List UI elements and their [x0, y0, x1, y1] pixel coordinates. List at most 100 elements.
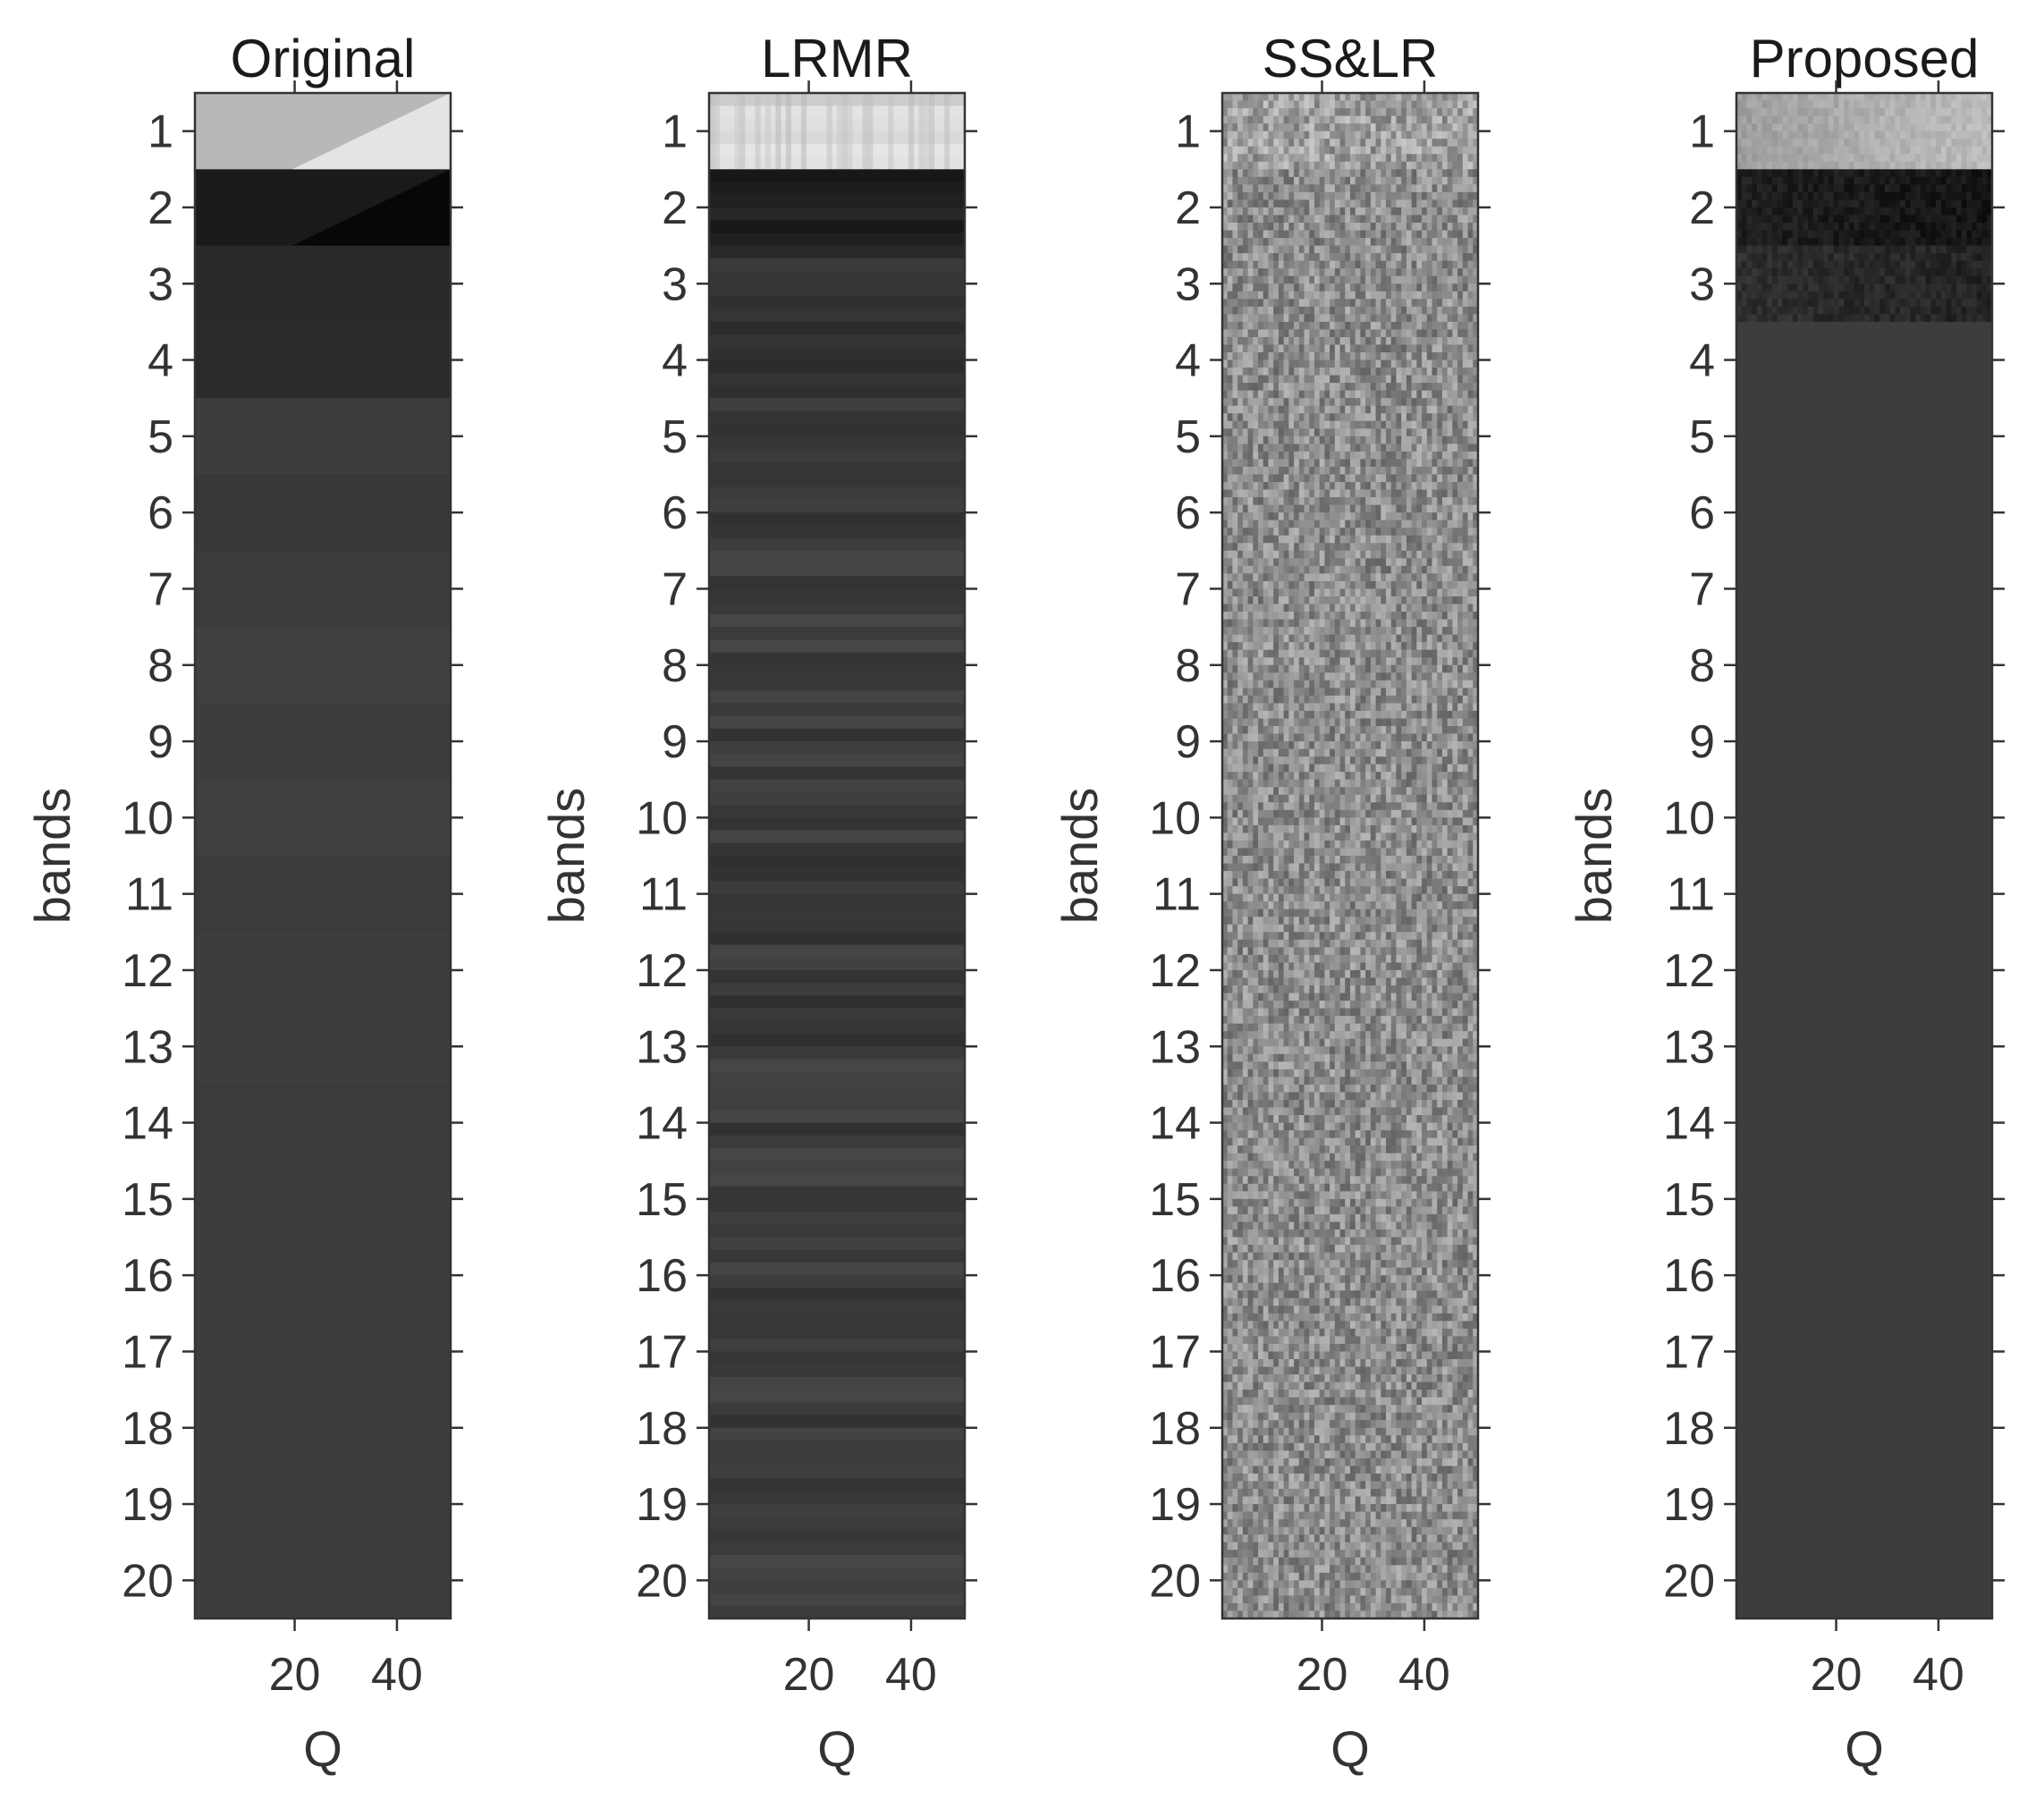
pixel — [1313, 596, 1321, 604]
pixel — [1298, 528, 1305, 537]
pixel — [1304, 573, 1310, 582]
pixel — [1227, 741, 1233, 749]
pixel — [1406, 191, 1413, 200]
pixel — [1222, 802, 1229, 811]
pixel — [1401, 604, 1407, 613]
pixel — [1365, 451, 1372, 460]
pixel — [1334, 93, 1340, 101]
pixel — [1406, 703, 1413, 712]
pixel — [1473, 543, 1479, 552]
pixel — [1294, 352, 1300, 360]
pixel — [1339, 748, 1346, 757]
pixel — [1227, 451, 1233, 460]
pixel — [1375, 336, 1381, 345]
pixel — [1330, 756, 1336, 765]
pixel — [1247, 428, 1254, 437]
pixel — [1222, 375, 1229, 384]
pixel — [1422, 596, 1428, 604]
pixel — [1278, 268, 1285, 277]
pixel — [1242, 619, 1248, 628]
pixel — [1222, 695, 1229, 704]
pixel — [1426, 344, 1432, 353]
pixel — [1294, 459, 1300, 468]
pixel — [1365, 383, 1372, 392]
pixel — [1386, 314, 1392, 323]
pixel — [1467, 543, 1474, 552]
band-stripe — [709, 512, 965, 526]
pixel — [1288, 772, 1295, 781]
pixel — [1330, 207, 1336, 215]
band-stripe — [709, 1249, 965, 1263]
pixel — [1345, 215, 1351, 224]
pixel — [1457, 306, 1464, 315]
pixel — [1304, 375, 1310, 384]
pixel — [1462, 413, 1468, 422]
pixel — [1432, 253, 1438, 262]
pixel — [1411, 275, 1417, 284]
pixel — [1355, 275, 1361, 284]
pixel — [1370, 604, 1376, 613]
pixel — [1386, 794, 1392, 803]
pixel — [1462, 634, 1468, 643]
pixel — [1247, 619, 1254, 628]
pixel — [1268, 352, 1274, 360]
pixel — [1339, 733, 1346, 742]
pixel — [1473, 215, 1479, 224]
pixel — [1237, 497, 1244, 506]
pixel — [1309, 93, 1315, 101]
pixel — [1406, 275, 1413, 284]
pixel — [1473, 596, 1479, 604]
pixel — [1437, 466, 1443, 475]
pixel — [1253, 169, 1259, 178]
pixel — [1258, 794, 1264, 803]
pixel — [1263, 100, 1269, 109]
pixel — [1381, 703, 1387, 712]
pixel — [1339, 657, 1346, 666]
pixel — [1237, 649, 1244, 658]
pixel — [1441, 207, 1449, 215]
pixel — [1452, 764, 1458, 773]
pixel — [1457, 100, 1464, 109]
pixel — [1462, 772, 1468, 781]
pixel — [1294, 223, 1300, 231]
pixel — [1278, 497, 1285, 506]
pixel — [1345, 368, 1351, 376]
pixel — [1386, 260, 1392, 269]
pixel — [1375, 588, 1381, 597]
pixel — [1462, 649, 1468, 658]
pixel — [1319, 535, 1325, 544]
pixel — [1339, 550, 1346, 559]
pixel — [1350, 466, 1356, 475]
pixel — [1324, 543, 1330, 552]
pixel — [1473, 710, 1479, 719]
pixel — [1360, 535, 1366, 544]
pixel — [1330, 390, 1336, 399]
pixel — [1406, 543, 1413, 552]
pixel — [1406, 459, 1413, 468]
pixel — [1345, 664, 1351, 673]
pixel — [1334, 123, 1340, 132]
pixel — [1227, 207, 1233, 215]
pixel — [1467, 336, 1474, 345]
pixel — [1237, 558, 1244, 567]
pixel — [1350, 161, 1356, 170]
pixel — [1375, 535, 1381, 544]
pixel — [1401, 627, 1407, 636]
pixel — [1237, 642, 1244, 651]
pixel — [1263, 642, 1269, 651]
pixel — [1253, 733, 1259, 742]
pixel — [1324, 390, 1330, 399]
pixel — [1313, 306, 1321, 315]
pixel — [1375, 291, 1381, 300]
pixel — [1304, 291, 1310, 300]
pixel — [1426, 619, 1432, 628]
pixel — [1237, 756, 1244, 765]
pixel — [1375, 528, 1381, 537]
pixel — [1237, 223, 1244, 231]
pixel — [1396, 573, 1402, 582]
pixel — [1432, 291, 1438, 300]
pixel — [1324, 588, 1330, 597]
pixel — [1242, 207, 1248, 215]
pixel — [1350, 368, 1356, 376]
pixel — [1350, 306, 1356, 315]
